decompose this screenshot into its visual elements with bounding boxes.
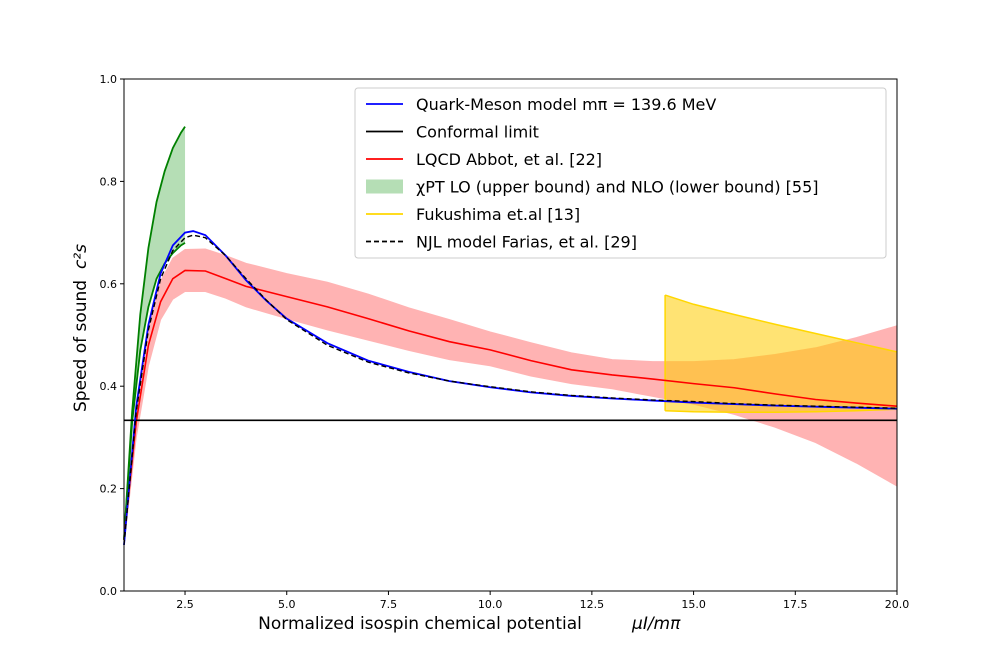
x-axis-label-math: μI/mπ bbox=[631, 614, 681, 634]
legend-label: Fukushima et.al [13] bbox=[416, 205, 580, 224]
fukushima-band bbox=[665, 295, 897, 413]
y-axis-label: Speed of sound bbox=[71, 280, 91, 412]
x-tick-label: 17.5 bbox=[783, 598, 808, 611]
legend-label: Quark-Meson model mπ = 139.6 MeV bbox=[416, 95, 716, 114]
njl-line bbox=[123, 234, 898, 545]
y-tick-label: 0.2 bbox=[100, 483, 118, 496]
axes-frame bbox=[123, 78, 898, 592]
legend-item-fukushima-et-al-13: Fukushima et.al [13] bbox=[366, 205, 580, 224]
chipt-band bbox=[124, 126, 186, 540]
y-axis-label-math: c²s bbox=[71, 244, 91, 269]
x-tick-label: 15.0 bbox=[681, 598, 706, 611]
lqcd-line bbox=[123, 269, 898, 540]
legend-item-lqcd-abbot-et-al-22: LQCD Abbot, et al. [22] bbox=[366, 150, 602, 169]
quark-meson-line bbox=[123, 230, 898, 545]
x-axis-label: Normalized isospin chemical potential bbox=[258, 614, 582, 634]
legend: Quark-Meson model mπ = 139.6 MeV Conforma… bbox=[354, 87, 887, 259]
legend-label: Conformal limit bbox=[416, 123, 539, 142]
legend-swatch bbox=[366, 179, 403, 194]
fukushima-lower-line bbox=[665, 408, 898, 414]
x-tick-label: 7.5 bbox=[380, 598, 398, 611]
chipt-nlo-line bbox=[123, 242, 186, 540]
y-tick-label: 0.4 bbox=[100, 380, 118, 393]
legend-label: LQCD Abbot, et al. [22] bbox=[416, 150, 602, 169]
legend-label: NJL model Farias, et al. [29] bbox=[416, 233, 637, 252]
y-tick-label: 0.8 bbox=[100, 175, 118, 188]
y-tick-label: 0.0 bbox=[100, 585, 118, 598]
y-tick-label: 0.6 bbox=[100, 278, 118, 291]
legend-item-quark-meson-model-m-139-6-mev: Quark-Meson model mπ = 139.6 MeV bbox=[366, 95, 716, 114]
legend-item-conformal-limit: Conformal limit bbox=[366, 123, 539, 142]
chipt-lo-line bbox=[123, 126, 186, 540]
x-tick-label: 10.0 bbox=[478, 598, 503, 611]
legend-box bbox=[354, 87, 887, 259]
series-layer bbox=[123, 126, 898, 545]
y-tick-label: 1.0 bbox=[100, 73, 118, 86]
fukushima-upper-line bbox=[664, 294, 898, 353]
ticks-layer: 2.5 5.0 7.5 10.0 12.5 15.0 17.5 20.0 0.0 0.2 0.4 0.… bbox=[100, 73, 910, 611]
x-tick-label: 20.0 bbox=[885, 598, 910, 611]
legend-label: χPT LO (upper bound) and NLO (lower boun… bbox=[416, 178, 819, 197]
x-tick-label: 12.5 bbox=[580, 598, 605, 611]
legend-item-njl-model-farias-et-al-29: NJL model Farias, et al. [29] bbox=[366, 233, 637, 252]
x-tick-label: 2.5 bbox=[176, 598, 194, 611]
legend-item-pt-lo-upper-bound-and-nlo-lower-bound-55: χPT LO (upper bound) and NLO (lower boun… bbox=[366, 178, 819, 197]
x-tick-label: 5.0 bbox=[278, 598, 296, 611]
